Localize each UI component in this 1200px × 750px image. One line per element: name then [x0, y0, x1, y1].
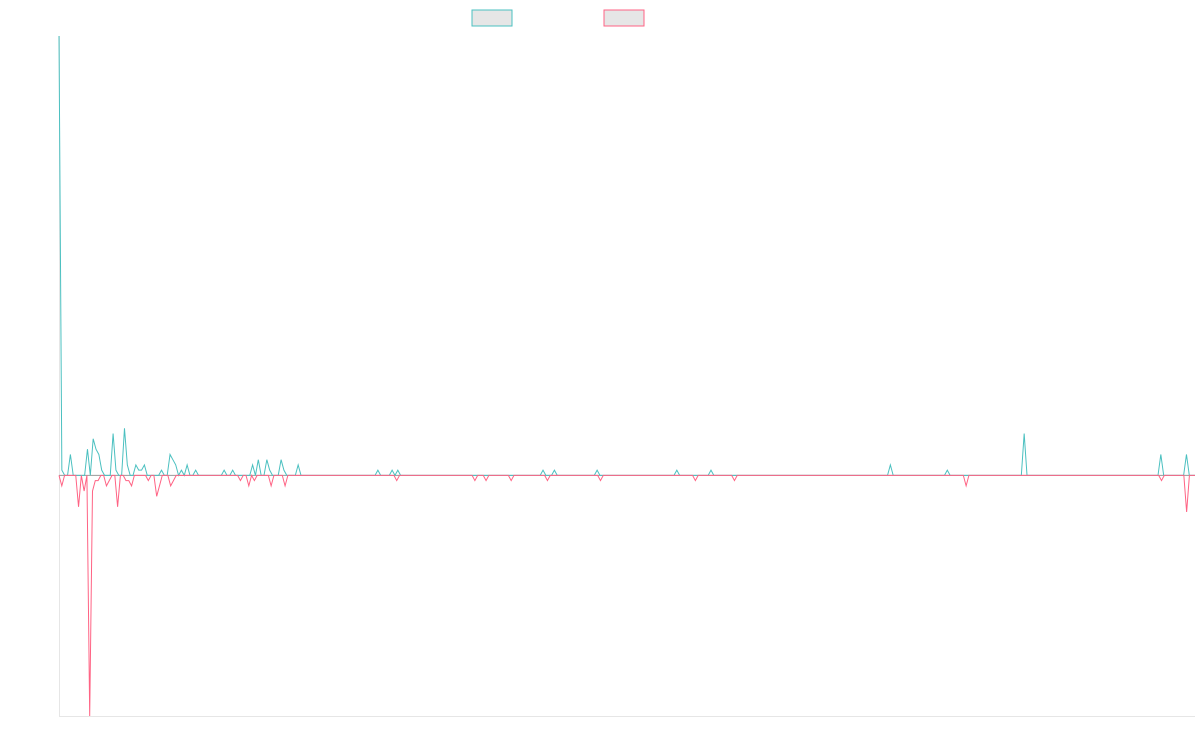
series-2-line [58, 474, 1195, 717]
legend-swatch-series-1 [471, 9, 513, 27]
chart-legend [471, 9, 645, 27]
legend-item-series-1[interactable] [471, 9, 513, 27]
series-1-line [58, 35, 1195, 477]
legend-swatch-series-2 [603, 9, 645, 27]
legend-item-series-2[interactable] [603, 9, 645, 27]
